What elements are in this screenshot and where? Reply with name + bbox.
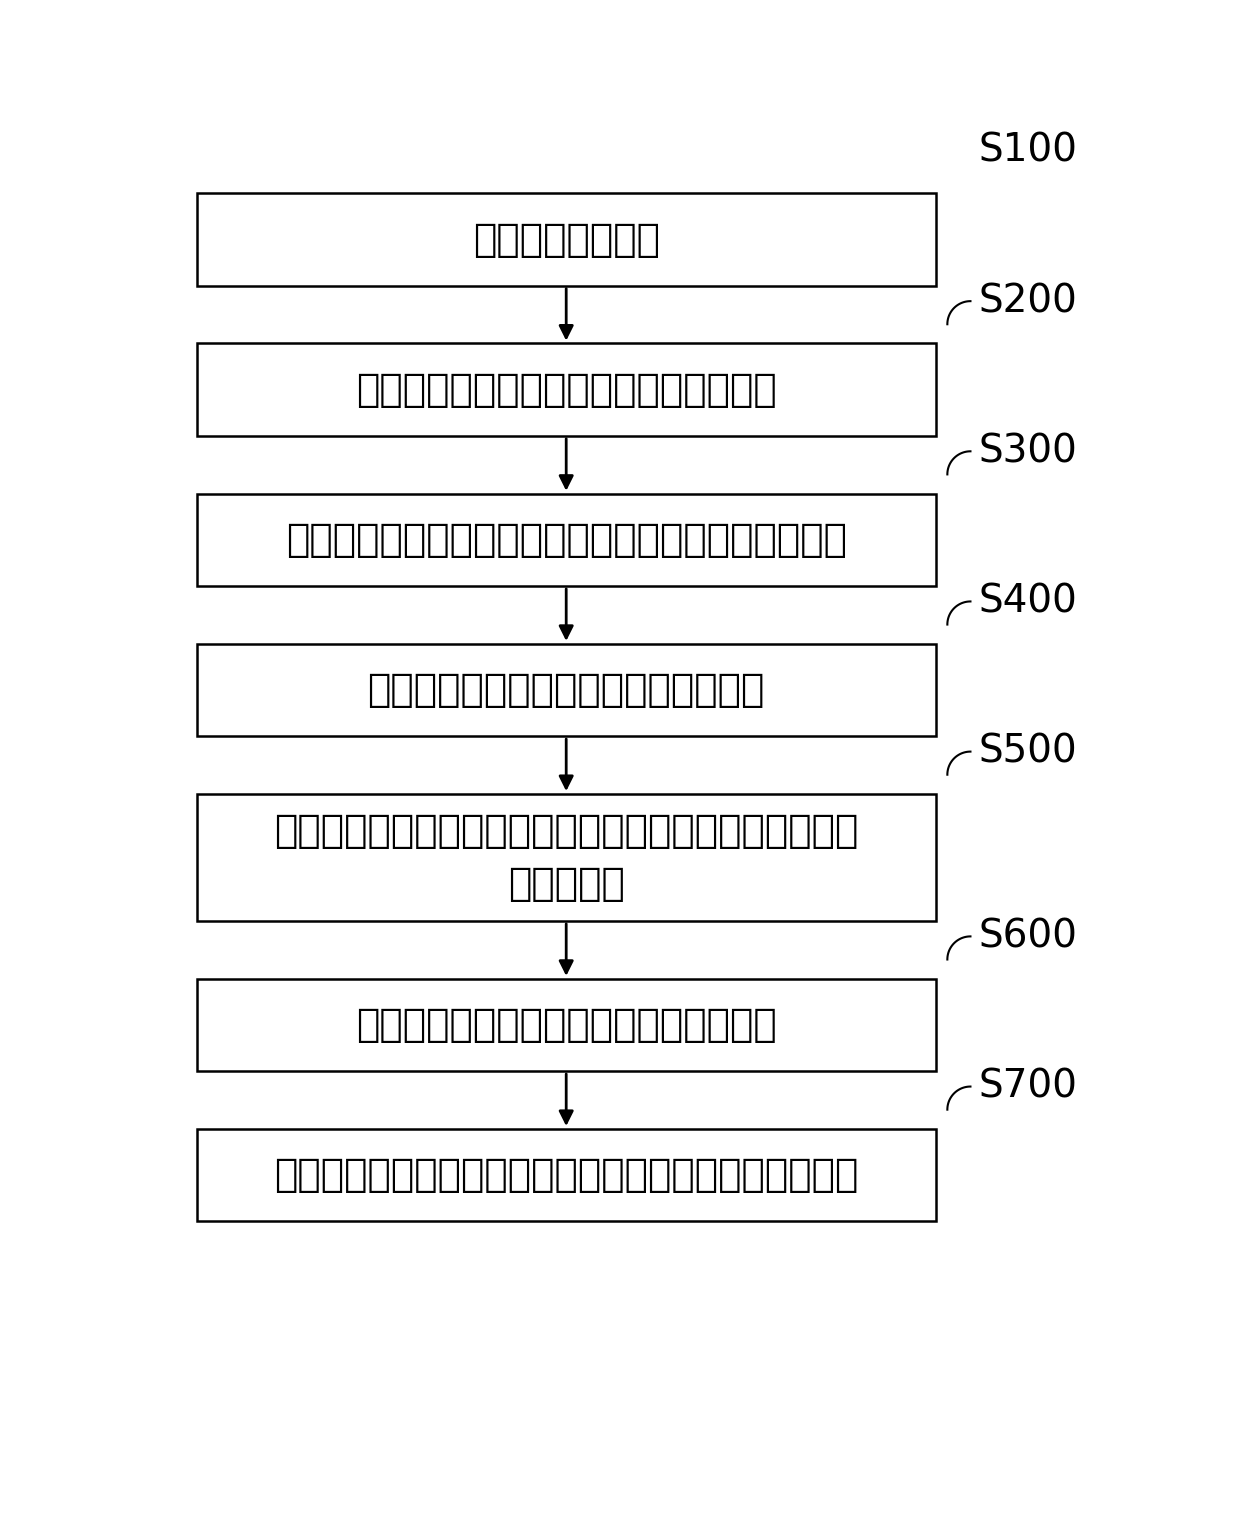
Text: 根据第二拟合公式，计算压缩机在升频阶段的升频速度: 根据第二拟合公式，计算压缩机在升频阶段的升频速度: [285, 521, 847, 559]
Text: 判断压缩机的频率是否达到稳定工作频率: 判断压缩机的频率是否达到稳定工作频率: [356, 1006, 776, 1044]
FancyBboxPatch shape: [197, 644, 936, 736]
Text: S500: S500: [978, 733, 1076, 771]
Text: 在外风机升速至目标转速的同时，控制压缩机按照升频速
度进行升频: 在外风机升速至目标转速的同时，控制压缩机按照升频速 度进行升频: [274, 812, 858, 903]
FancyBboxPatch shape: [197, 794, 936, 921]
Text: S100: S100: [978, 132, 1078, 170]
FancyBboxPatch shape: [197, 494, 936, 586]
Text: S300: S300: [978, 432, 1078, 470]
Text: 控制外风机按照加速度升速至目标转速: 控制外风机按照加速度升速至目标转速: [367, 671, 765, 709]
Text: S400: S400: [978, 582, 1078, 621]
FancyBboxPatch shape: [197, 344, 936, 436]
Text: 在压缩机的频率达到稳定工作频率时，使压缩机停止升频: 在压缩机的频率达到稳定工作频率时，使压缩机停止升频: [274, 1156, 858, 1194]
Text: 获取室内环境温度: 获取室内环境温度: [472, 221, 660, 259]
FancyBboxPatch shape: [197, 194, 936, 286]
Text: S600: S600: [978, 918, 1078, 956]
Text: S200: S200: [978, 282, 1078, 320]
Text: S700: S700: [978, 1068, 1078, 1106]
Text: 根据第一拟合公式，计算外风机的加速度: 根据第一拟合公式，计算外风机的加速度: [356, 371, 776, 409]
FancyBboxPatch shape: [197, 1129, 936, 1221]
FancyBboxPatch shape: [197, 979, 936, 1071]
